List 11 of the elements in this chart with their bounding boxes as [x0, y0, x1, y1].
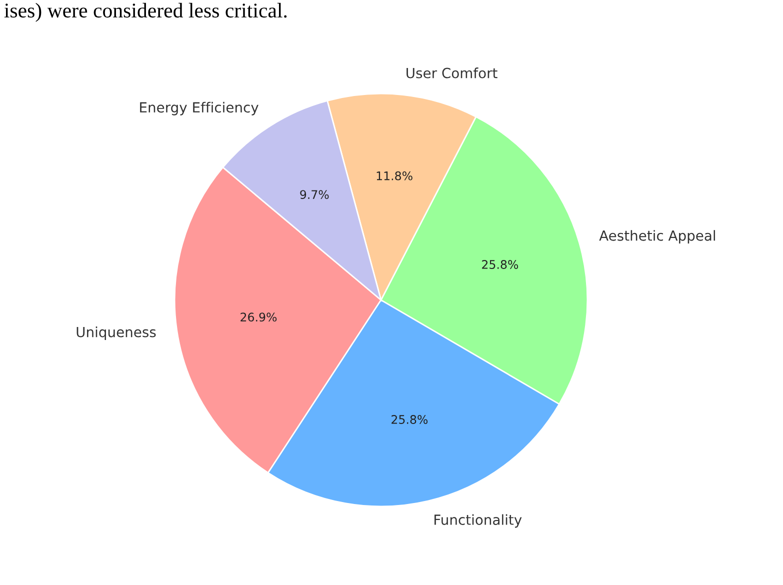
text: ises) were considered less critical. — [4, 2, 287, 22]
slice-label: Functionality — [434, 514, 522, 528]
slice-label: Aesthetic Appeal — [599, 230, 716, 244]
data-label: 25.8% — [482, 260, 518, 269]
data-label: 26.9% — [240, 312, 277, 322]
data-label: 9.7% — [300, 190, 329, 200]
slice-label: Energy Efficiency — [140, 102, 258, 116]
slice-label: User Comfort — [406, 68, 498, 78]
data-label: 11.8% — [376, 171, 412, 180]
slice-label: Uniqueness — [76, 326, 156, 340]
data-label: 25.8% — [392, 415, 428, 424]
